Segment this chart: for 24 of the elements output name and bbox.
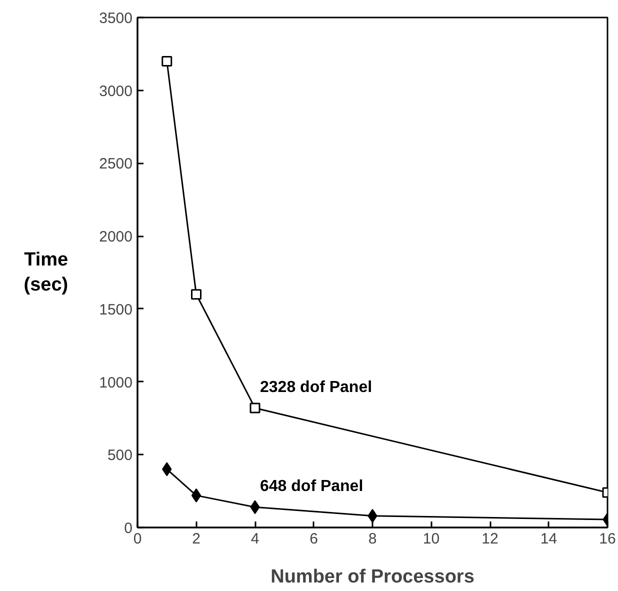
point bbox=[191, 488, 202, 502]
x-axis-title: Number of Processors bbox=[270, 566, 474, 588]
y-axis-title: Time (sec) bbox=[24, 249, 68, 296]
x-tick-label: 16 bbox=[599, 530, 616, 548]
x-tick-label: 4 bbox=[250, 530, 260, 548]
point bbox=[250, 402, 260, 414]
x-tick-label: 10 bbox=[422, 530, 440, 548]
point bbox=[162, 56, 172, 66]
x-tick-label: 12 bbox=[482, 530, 498, 548]
y-tick-label: 2500 bbox=[99, 156, 133, 173]
y-tick-label: 3500 bbox=[99, 10, 133, 27]
y-tick-label: 500 bbox=[107, 447, 133, 464]
y-tick-label: 3000 bbox=[99, 82, 133, 100]
x-tick-label: 14 bbox=[540, 530, 558, 548]
y-tick-label: 1500 bbox=[99, 301, 133, 318]
x-tick-label: 6 bbox=[310, 530, 318, 548]
x-tick-label: 2 bbox=[192, 530, 200, 548]
series-label: 2328 dof Panel bbox=[260, 379, 372, 396]
y-tick-label: 0 bbox=[124, 520, 132, 537]
y-tick-label: 1000 bbox=[99, 374, 133, 392]
point bbox=[191, 289, 202, 300]
y-tick-label: 2000 bbox=[99, 228, 133, 246]
series-label: 648 dof Panel bbox=[260, 478, 364, 496]
x-tick-label: 8 bbox=[368, 530, 377, 548]
